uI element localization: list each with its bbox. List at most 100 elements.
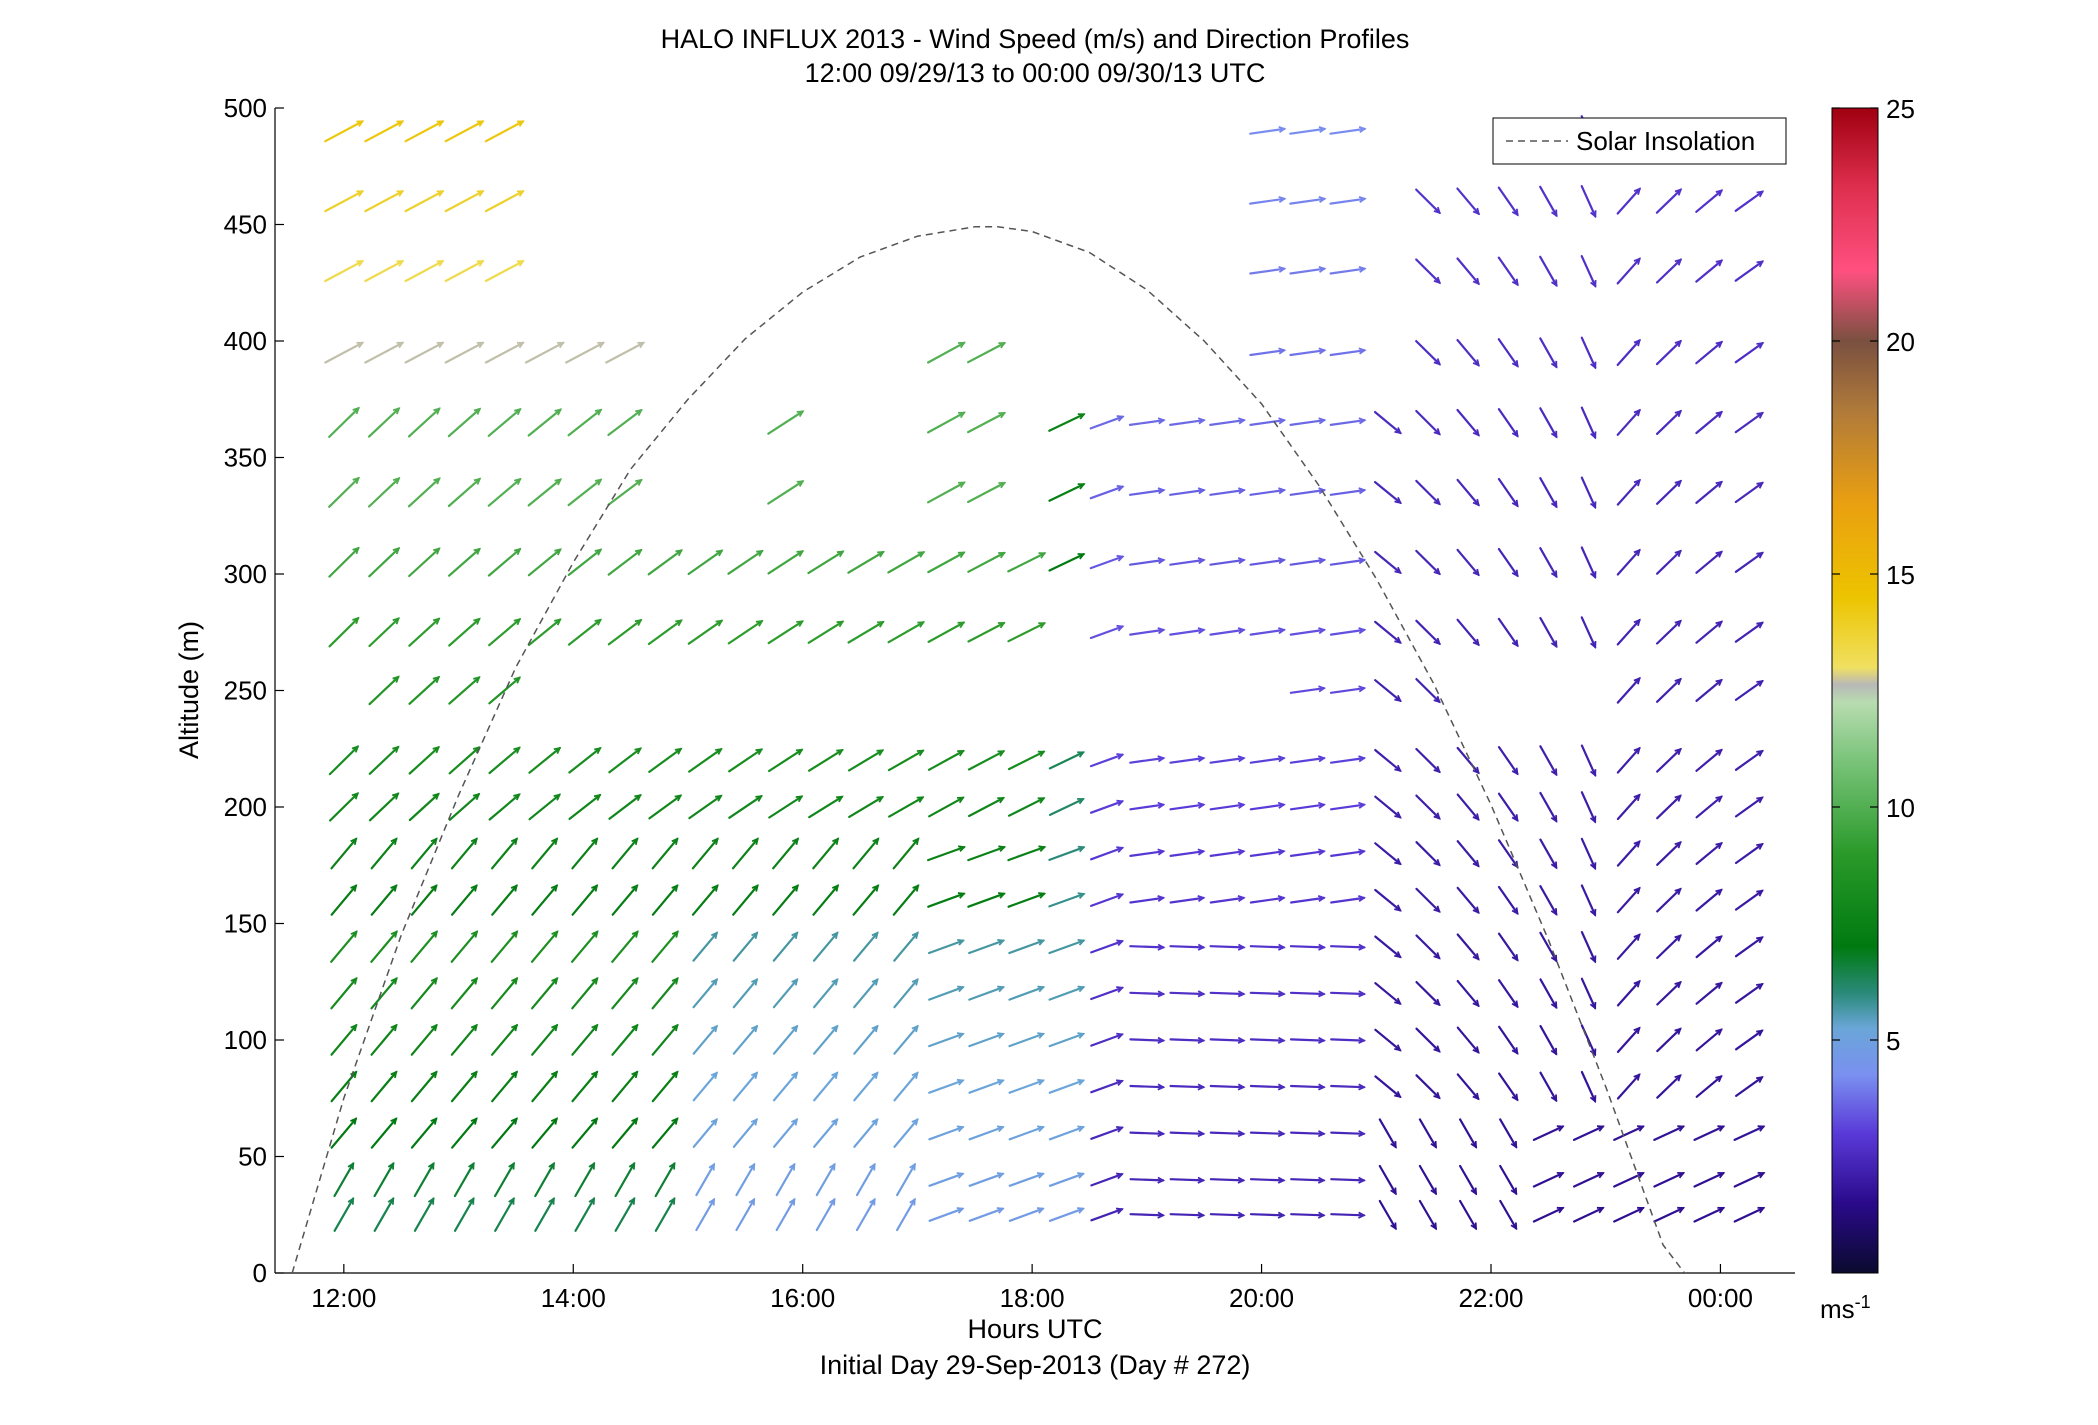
wind-arrow-head bbox=[711, 884, 719, 892]
wind-arrow-head bbox=[869, 1197, 876, 1206]
wind-arrow bbox=[370, 1070, 398, 1103]
wind-arrow-shaft bbox=[1734, 1029, 1764, 1051]
wind-arrow-shaft bbox=[647, 549, 683, 576]
colorbar-unit: ms-1 bbox=[1820, 1292, 1871, 1324]
wind-arrow-head bbox=[392, 407, 401, 415]
wind-arrow bbox=[892, 884, 920, 916]
wind-arrow bbox=[1497, 979, 1519, 1009]
wind-arrow-head bbox=[356, 260, 365, 267]
wind-arrow-head bbox=[1237, 848, 1246, 856]
wind-arrow-head bbox=[511, 930, 519, 938]
wind-arrow-shaft bbox=[1580, 744, 1597, 777]
wind-arrow-head bbox=[510, 1117, 518, 1125]
wind-arrow-head bbox=[1038, 892, 1047, 899]
wind-arrow-head bbox=[1715, 1075, 1723, 1083]
wind-arrow bbox=[364, 260, 405, 283]
wind-arrow-shaft bbox=[1734, 1076, 1764, 1098]
wind-arrow-shaft bbox=[1456, 793, 1480, 821]
wind-arrow-head bbox=[1470, 1187, 1477, 1196]
wind-arrow-head bbox=[714, 794, 723, 802]
wind-arrow-head bbox=[1637, 1125, 1645, 1132]
wind-arrow bbox=[574, 1196, 596, 1232]
wind-arrow-shaft bbox=[692, 931, 718, 962]
wind-arrow-head bbox=[957, 939, 965, 946]
wind-arrow-head bbox=[1510, 1187, 1518, 1196]
wind-arrow bbox=[1693, 1171, 1726, 1188]
wind-arrow-shaft bbox=[484, 120, 525, 143]
wind-arrow bbox=[1374, 982, 1402, 1005]
wind-arrow-shaft bbox=[1169, 850, 1205, 858]
wind-arrow bbox=[330, 1117, 358, 1149]
wind-arrow-head bbox=[1157, 755, 1166, 763]
wind-arrow-head bbox=[430, 1023, 438, 1032]
wind-arrow bbox=[728, 748, 764, 773]
wind-arrow-shaft bbox=[927, 749, 965, 771]
x-tick-label: 18:00 bbox=[1000, 1283, 1065, 1313]
wind-arrow bbox=[1209, 487, 1246, 496]
wind-arrow bbox=[527, 478, 563, 507]
wind-arrow-shaft bbox=[488, 618, 521, 647]
wind-arrow-head bbox=[1394, 951, 1402, 959]
wind-arrow-shaft bbox=[1580, 930, 1597, 963]
wind-arrow-shaft bbox=[651, 977, 679, 1010]
wind-arrow bbox=[692, 1071, 718, 1102]
wind-arrow bbox=[448, 746, 481, 775]
wind-arrow bbox=[893, 978, 919, 1009]
wind-arrow-head bbox=[433, 477, 441, 485]
wind-arrow bbox=[488, 746, 521, 775]
wind-arrow-shaft bbox=[1090, 940, 1124, 954]
wind-arrow-shaft bbox=[1616, 933, 1641, 960]
wind-arrow-shaft bbox=[1456, 933, 1480, 961]
wind-arrow bbox=[1048, 1032, 1086, 1048]
wind-arrow-head bbox=[1757, 1172, 1766, 1179]
wind-arrow bbox=[651, 976, 679, 1010]
wind-arrow-shaft bbox=[608, 794, 642, 820]
wind-arrow-shaft bbox=[1249, 1213, 1285, 1217]
wind-arrow-head bbox=[876, 620, 885, 628]
wind-arrow bbox=[407, 477, 441, 508]
wind-arrow bbox=[410, 884, 438, 916]
wind-arrow-head bbox=[1550, 768, 1558, 777]
wind-arrow-head bbox=[1596, 1172, 1605, 1179]
wind-arrow bbox=[408, 675, 441, 705]
wind-arrow bbox=[812, 837, 840, 870]
wind-arrow bbox=[413, 1161, 435, 1198]
wind-arrow-head bbox=[755, 795, 763, 802]
wind-arrow bbox=[1169, 755, 1206, 764]
wind-arrow-shaft bbox=[1539, 547, 1558, 578]
wind-arrow-shaft bbox=[1539, 978, 1558, 1009]
wind-arrow-head bbox=[671, 930, 679, 938]
wind-arrow-shaft bbox=[531, 1024, 559, 1056]
wind-arrow bbox=[1734, 621, 1764, 643]
wind-arrow-head bbox=[473, 477, 482, 485]
wind-arrow-head bbox=[593, 793, 602, 801]
wind-arrow bbox=[1089, 485, 1125, 500]
wind-arrow-head bbox=[1077, 1078, 1086, 1086]
wind-arrow-head bbox=[1318, 1083, 1326, 1091]
wind-arrow bbox=[368, 617, 400, 648]
wind-arrow-head bbox=[476, 190, 485, 197]
wind-arrow-shaft bbox=[1089, 555, 1124, 570]
wind-arrow bbox=[1497, 885, 1519, 916]
wind-arrow-shaft bbox=[1169, 489, 1205, 496]
wind-arrow-head bbox=[510, 884, 518, 892]
wind-arrow bbox=[1169, 990, 1206, 998]
wind-arrow-shaft bbox=[1695, 981, 1723, 1005]
wind-arrow-head bbox=[1036, 1125, 1045, 1133]
wind-arrow-shaft bbox=[330, 884, 358, 916]
wind-arrow-head bbox=[750, 1071, 759, 1079]
wind-arrow-head bbox=[958, 481, 966, 489]
wind-arrow-head bbox=[871, 1071, 879, 1080]
wind-arrow bbox=[692, 978, 719, 1009]
wind-arrow-head bbox=[1715, 678, 1723, 686]
wind-arrow-head bbox=[674, 747, 683, 755]
wind-arrow bbox=[895, 1197, 916, 1232]
wind-arrow bbox=[892, 837, 920, 870]
wind-arrow-shaft bbox=[1289, 628, 1326, 636]
wind-arrow-head bbox=[715, 748, 723, 755]
wind-arrow bbox=[692, 1024, 718, 1055]
wind-arrow bbox=[1616, 979, 1641, 1007]
wind-arrow bbox=[887, 749, 925, 772]
wind-arrow-head bbox=[1433, 567, 1441, 576]
wind-arrow-shaft bbox=[852, 837, 880, 870]
